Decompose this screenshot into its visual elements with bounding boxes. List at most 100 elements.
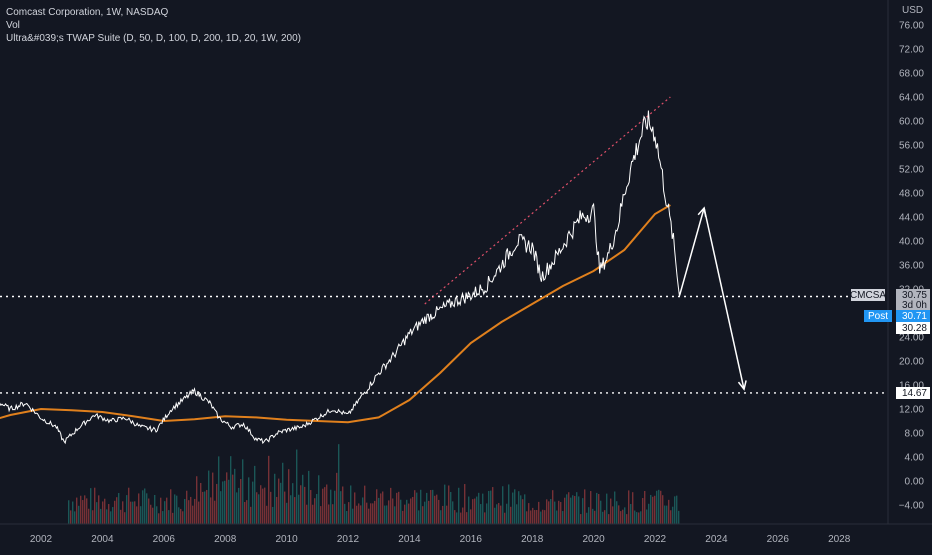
volume-bar — [430, 490, 432, 524]
volume-bar — [354, 492, 356, 524]
volume-bar — [382, 491, 384, 524]
volume-bar — [212, 472, 214, 524]
volume-bar — [168, 510, 170, 524]
volume-bar — [528, 503, 530, 524]
volume-bar — [294, 497, 296, 524]
volume-bar — [360, 505, 362, 524]
volume-bar — [100, 508, 102, 524]
volume-bar — [646, 509, 648, 524]
volume-bar — [620, 511, 622, 524]
volume-bar — [136, 506, 138, 524]
volume-bar — [90, 488, 92, 524]
volume-bar — [96, 502, 98, 524]
volume-bar — [204, 491, 206, 524]
price-axis-tick: 68.00 — [899, 69, 924, 80]
volume-bar — [306, 504, 308, 524]
time-axis-tick: 2004 — [91, 534, 114, 545]
volume-bar — [304, 486, 306, 524]
volume-bar — [398, 491, 400, 524]
volume-bar — [550, 499, 552, 524]
volume-bar — [284, 491, 286, 524]
volume-bar — [118, 493, 120, 524]
volume-bar — [570, 497, 572, 524]
volume-bar — [656, 490, 658, 524]
volume-bar — [78, 505, 80, 524]
volume-bar — [220, 491, 222, 524]
volume-bar — [328, 504, 330, 524]
volume-bar — [370, 503, 372, 524]
volume-bar — [594, 510, 596, 524]
volume-bar — [266, 505, 268, 524]
volume-bar — [486, 503, 488, 524]
volume-bar — [504, 512, 506, 524]
volume-histogram — [68, 444, 680, 524]
price-axis-tick: −4.00 — [899, 501, 925, 512]
volume-bar — [272, 506, 274, 524]
volume-bar — [428, 500, 430, 524]
volume-bar — [402, 510, 404, 524]
volume-bar — [372, 503, 374, 524]
volume-bar — [98, 495, 100, 524]
price-series-group — [0, 110, 681, 445]
volume-bar — [500, 505, 502, 524]
volume-bar — [192, 505, 194, 524]
volume-bar — [444, 484, 446, 524]
volume-bar — [474, 498, 476, 524]
volume-bar — [362, 497, 364, 524]
volume-bar — [242, 459, 244, 524]
volume-bar — [276, 496, 278, 524]
volume-bar — [364, 485, 366, 524]
volume-bar — [658, 489, 660, 524]
volume-bar — [490, 490, 492, 524]
legend-title[interactable]: Comcast Corporation, 1W, NASDAQ — [6, 7, 169, 18]
volume-bar — [524, 494, 526, 524]
volume-bar — [460, 512, 462, 524]
volume-bar — [670, 510, 672, 524]
volume-bar — [164, 501, 166, 524]
post-market-label: Post — [868, 311, 888, 322]
volume-bar — [342, 486, 344, 524]
volume-bar — [300, 485, 302, 524]
volume-bar — [184, 498, 186, 524]
volume-bar — [552, 490, 554, 524]
volume-bar — [526, 511, 528, 524]
volume-bar — [582, 498, 584, 524]
post-market-label-bg — [864, 310, 892, 322]
volume-bar — [556, 510, 558, 524]
volume-bar — [74, 511, 76, 524]
volume-bar — [256, 492, 258, 524]
volume-bar — [260, 485, 262, 524]
price-axis-tick: 60.00 — [899, 117, 924, 128]
volume-bar — [676, 495, 678, 524]
price-axis-tick: 36.00 — [899, 261, 924, 272]
volume-bar — [616, 501, 618, 524]
volume-bar — [172, 512, 174, 524]
volume-bar — [666, 505, 668, 524]
volume-bar — [232, 474, 234, 524]
volume-bar — [128, 487, 130, 524]
price-axis-tick: 16.00 — [899, 381, 924, 392]
volume-bar — [140, 506, 142, 524]
legend-volume[interactable]: Vol — [6, 20, 20, 31]
volume-bar — [596, 492, 598, 524]
volume-bar — [68, 500, 70, 524]
volume-bar — [110, 511, 112, 524]
time-axis-tick: 2024 — [705, 534, 728, 545]
time-axis[interactable]: 2002 2004 2006 2008 2010 2012 2014 2016 2018 2020… — [30, 534, 851, 545]
volume-bar — [598, 493, 600, 524]
volume-bar — [308, 470, 310, 524]
volume-bar — [584, 489, 586, 524]
volume-bar — [420, 489, 422, 524]
volume-bar — [186, 490, 188, 524]
volume-bar — [542, 509, 544, 524]
price-line — [0, 110, 681, 445]
volume-bar — [152, 507, 154, 524]
volume-bar — [274, 473, 276, 524]
time-axis-tick: 2014 — [398, 534, 421, 545]
legend-indicator[interactable]: Ultra&#039;s TWAP Suite (D, 50, D, 100, … — [6, 33, 301, 44]
volume-bar — [432, 489, 434, 524]
price-axis-tick: 48.00 — [899, 189, 924, 200]
